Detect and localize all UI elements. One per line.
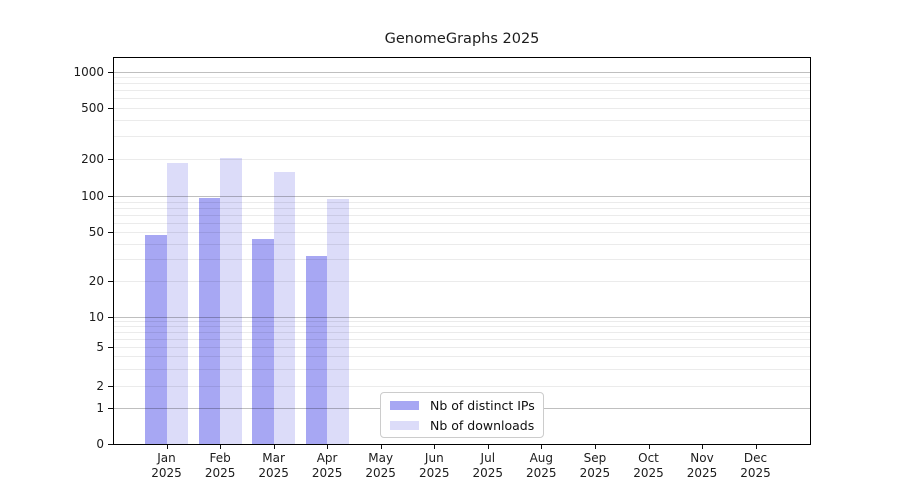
x-tick-label: May 2025 xyxy=(365,451,396,480)
x-tick-mark xyxy=(702,445,703,449)
y-tick-mark xyxy=(108,386,113,387)
gridline-minor xyxy=(113,339,811,340)
y-tick-label: 100 xyxy=(81,189,104,203)
y-tick-label: 10 xyxy=(88,309,104,324)
gridline-minor xyxy=(113,243,811,245)
y-tick-mark xyxy=(108,196,113,197)
gridline-minor xyxy=(113,83,811,85)
gridline-minor xyxy=(113,356,811,358)
plot-area xyxy=(113,57,811,445)
gridline-minor xyxy=(113,281,811,282)
gridline-minor xyxy=(113,214,811,216)
y-tick-mark xyxy=(108,347,113,348)
x-tick-mark xyxy=(594,445,596,449)
gridline-minor xyxy=(113,326,811,328)
gridline-minor xyxy=(113,77,811,79)
x-tick-mark xyxy=(327,445,329,449)
gridline-minor xyxy=(113,98,811,100)
x-tick-label: Aug 2025 xyxy=(526,451,557,480)
y-tick-label: 500 xyxy=(81,100,104,115)
y-tick-label: 5 xyxy=(96,340,104,354)
x-tick-label: Mar 2025 xyxy=(258,451,289,480)
gridline-minor xyxy=(113,232,811,233)
y-tick-mark xyxy=(108,281,113,282)
x-tick-label: Jan 2025 xyxy=(151,451,182,480)
x-tick-label: Sep 2025 xyxy=(579,451,611,480)
gridline-minor xyxy=(113,120,811,121)
chart-title: GenomeGraphs 2025 xyxy=(384,31,540,47)
x-tick-mark xyxy=(220,445,222,449)
y-tick-mark xyxy=(108,108,113,109)
bar-nb-of-distinct-ips-mar-2025 xyxy=(252,238,274,445)
x-tick-mark xyxy=(648,445,650,449)
y-tick-mark xyxy=(108,72,113,73)
y-tick-mark xyxy=(108,444,113,445)
gridline-minor xyxy=(113,385,811,387)
gridline-major xyxy=(113,316,811,318)
x-tick-mark xyxy=(755,445,757,449)
y-tick-mark xyxy=(108,408,113,409)
x-tick-label: Nov 2025 xyxy=(686,451,718,480)
gridline-minor xyxy=(113,136,811,138)
y-tick-label: 1 xyxy=(96,400,104,415)
y-tick-label: 2 xyxy=(96,378,104,393)
gridline-major xyxy=(113,196,811,197)
gridline-minor xyxy=(113,368,811,370)
gridline-minor xyxy=(113,201,811,203)
legend-label-downloads: Nb of downloads xyxy=(430,417,535,433)
gridline-minor xyxy=(113,222,811,224)
x-tick-label: Apr 2025 xyxy=(311,451,343,480)
x-tick-label: Jul 2025 xyxy=(472,451,504,480)
y-tick-label: 200 xyxy=(81,152,104,166)
gridline-minor xyxy=(113,321,811,323)
gridline-minor xyxy=(113,90,811,92)
legend-swatch-downloads xyxy=(390,420,419,430)
x-tick-mark xyxy=(434,445,436,449)
x-tick-mark xyxy=(273,445,275,449)
y-tick-mark xyxy=(108,317,113,318)
x-tick-label: Dec 2025 xyxy=(740,451,771,480)
y-tick-label: 50 xyxy=(88,225,104,239)
gridline-minor xyxy=(113,347,811,348)
y-tick-mark xyxy=(108,232,113,233)
legend-swatch-distinct-ips xyxy=(390,400,419,410)
x-tick-label: Jun 2025 xyxy=(419,451,450,480)
x-tick-label: Feb 2025 xyxy=(204,451,236,480)
x-tick-mark xyxy=(380,445,382,449)
gridline-minor xyxy=(113,207,811,209)
y-tick-label: 1000 xyxy=(73,65,104,79)
bar-nb-of-downloads-feb-2025 xyxy=(220,157,242,445)
bar-nb-of-downloads-jan-2025 xyxy=(166,163,188,445)
y-tick-label: 20 xyxy=(88,274,104,288)
bar-nb-of-downloads-apr-2025 xyxy=(327,199,349,445)
gridline-minor xyxy=(113,332,811,334)
legend-entry-distinct-ips: Nb of distinct IPs xyxy=(390,397,535,413)
gridline-major xyxy=(113,72,811,73)
bar-nb-of-distinct-ips-feb-2025 xyxy=(198,197,221,445)
legend-label-distinct-ips: Nb of distinct IPs xyxy=(430,397,535,413)
x-tick-mark xyxy=(487,445,489,449)
x-tick-mark xyxy=(541,445,543,449)
legend-entry-downloads: Nb of downloads xyxy=(390,418,534,433)
bar-nb-of-distinct-ips-apr-2025 xyxy=(305,255,328,445)
gridline-minor xyxy=(113,107,811,109)
gridline-minor xyxy=(113,259,811,261)
x-tick-mark xyxy=(166,445,168,449)
x-tick-label: Oct 2025 xyxy=(633,451,664,480)
bar-nb-of-downloads-mar-2025 xyxy=(273,172,296,445)
gridline-minor xyxy=(113,159,811,160)
y-tick-mark xyxy=(108,159,113,160)
y-tick-label: 0 xyxy=(96,437,104,451)
bar-nb-of-distinct-ips-jan-2025 xyxy=(145,235,167,445)
legend: Nb of distinct IPs Nb of downloads xyxy=(380,392,544,438)
